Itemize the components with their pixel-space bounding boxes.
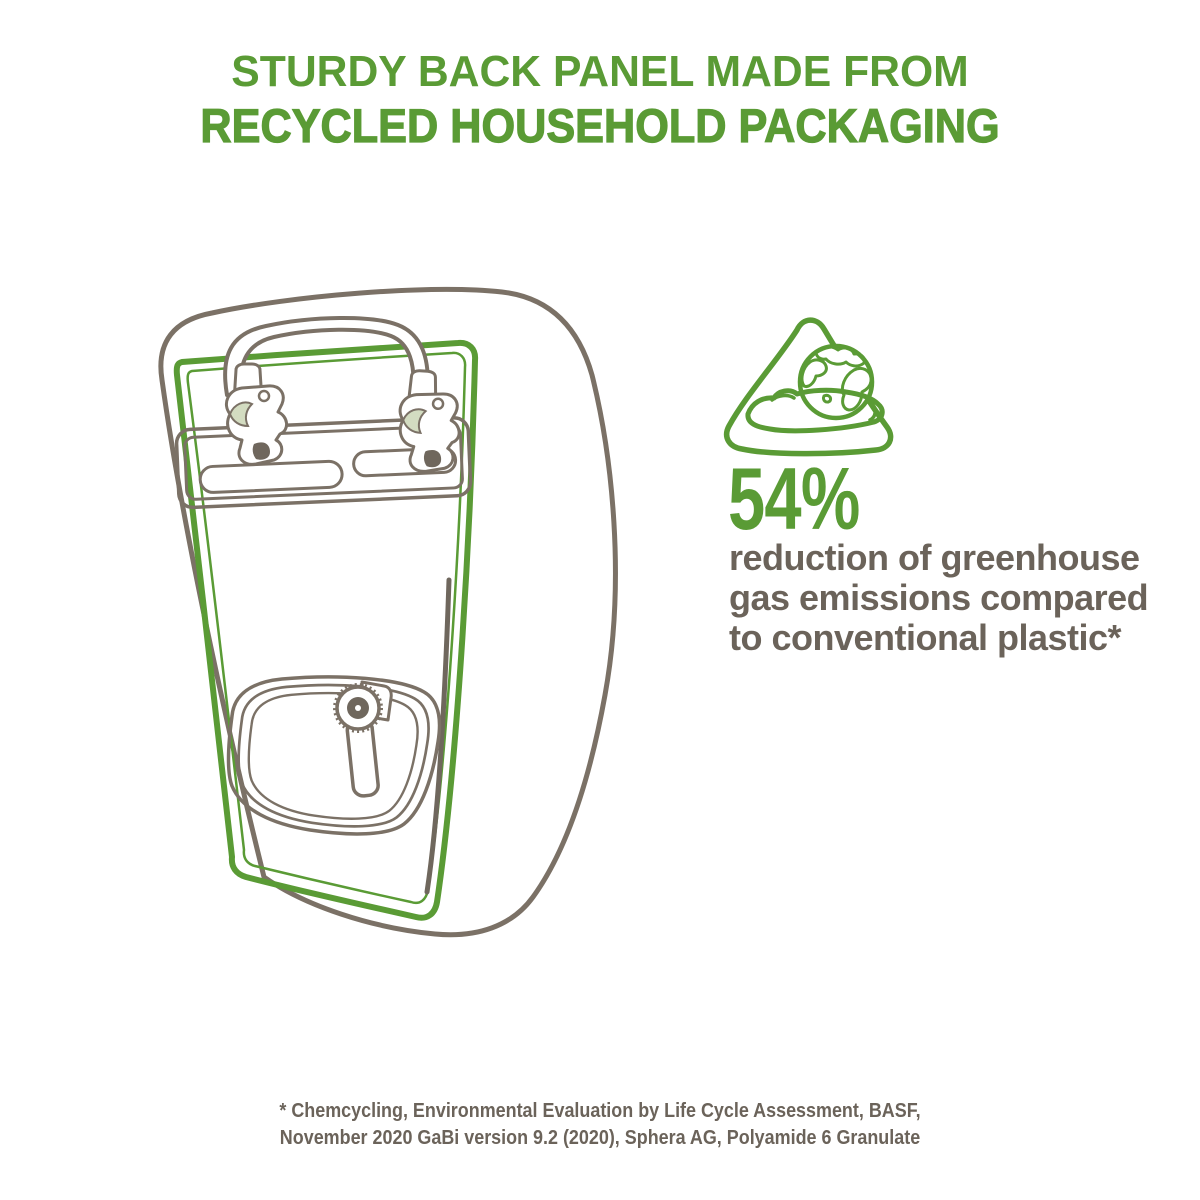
recycling-hand-globe-icon [723, 317, 894, 457]
stat-value: 54% [728, 449, 860, 548]
triangle-outline [723, 317, 894, 457]
footnote: * Chemcycling, Environmental Evaluation … [0, 1097, 1200, 1151]
page-title-line-2: RECYCLED HOUSEHOLD PACKAGING [200, 99, 1000, 152]
stat-description-line-1: reduction of greenhouse [729, 537, 1140, 578]
stat-description-line-2: gas emissions compared [729, 577, 1149, 618]
globe-icon [797, 343, 875, 421]
rail-lock [226, 675, 442, 836]
footnote-line-1: * Chemcycling, Environmental Evaluation … [279, 1099, 921, 1122]
back-panel-border [173, 339, 479, 921]
page-title: STURDY BACK PANEL MADE FROM RECYCLED HOU… [0, 47, 1200, 153]
panel-edge-line [424, 577, 452, 895]
pannier-back-panel-illustration [158, 286, 618, 938]
mounting-rail [174, 416, 473, 510]
lock-dial [333, 680, 393, 798]
rail-slot-left [198, 459, 344, 494]
stat-description-line-3: to conventional plastic* [729, 617, 1122, 658]
hand-icon [745, 387, 885, 434]
footnote-line-2: November 2020 GaBi version 9.2 (2020), S… [279, 1126, 921, 1149]
page-title-line-1: STURDY BACK PANEL MADE FROM [231, 47, 969, 96]
rail-slot-right [352, 446, 458, 478]
back-panel [186, 351, 467, 905]
stat-description: reduction of greenhouse gas emissions co… [729, 537, 1149, 658]
